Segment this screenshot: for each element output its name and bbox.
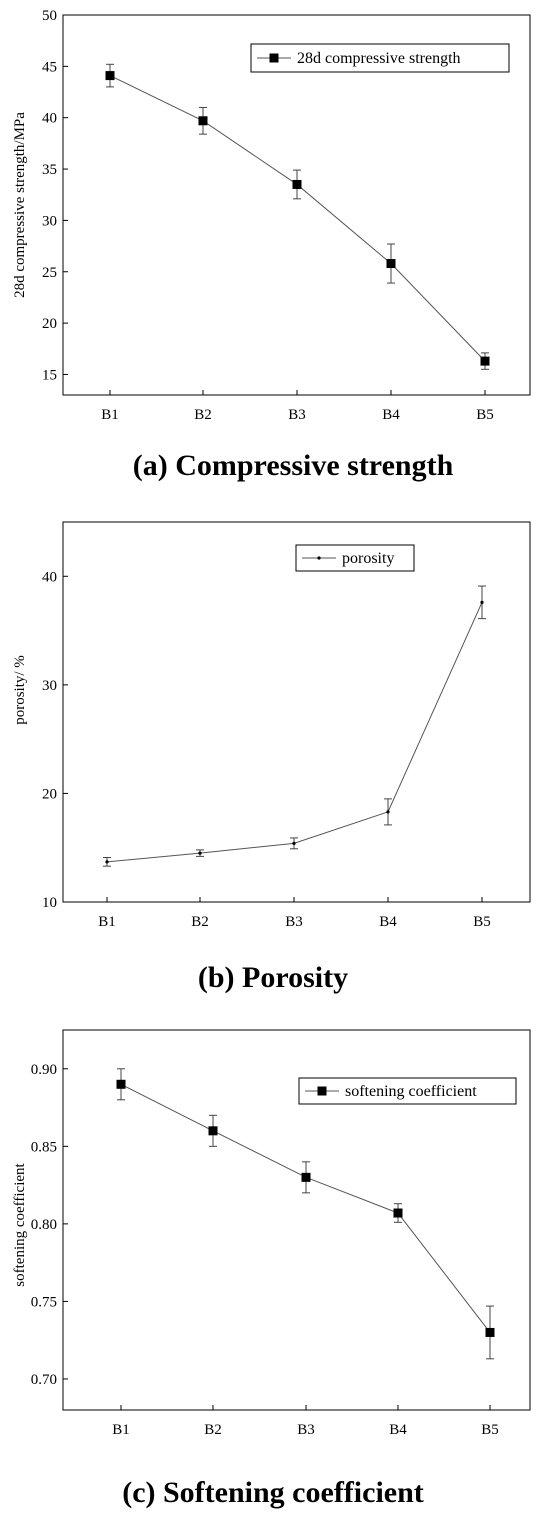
x-tick-label: B3 — [285, 914, 303, 930]
chart-1: 15 20 25 30 35 40 45 50 B1 B2 B3 B4 B5 28d compressiv… — [12, 8, 531, 482]
series-line — [106, 602, 483, 863]
x-tick-label: B3 — [297, 1422, 315, 1438]
y-tick-label: 0.85 — [31, 1139, 57, 1155]
data-point — [105, 71, 115, 81]
chart-2: 10 20 30 40 B1 B2 B3 B4 B5 porosity/ % porosity (b)… — [12, 521, 531, 994]
x-tick-label: B5 — [473, 914, 491, 930]
x-tick-label: B3 — [288, 407, 306, 423]
y-axis-label: softening coefficient — [12, 1162, 28, 1286]
legend-marker — [317, 1086, 327, 1096]
series-line — [109, 75, 486, 362]
x-tick-label: B5 — [476, 407, 494, 423]
y-tick-label: 50 — [42, 8, 57, 24]
x-tick-label: B4 — [382, 407, 400, 423]
legend-marker — [269, 53, 279, 63]
y-tick-label: 30 — [42, 213, 57, 229]
data-point — [386, 810, 390, 814]
legend-label: 28d compressive strength — [297, 50, 461, 67]
data-point — [116, 1079, 126, 1089]
data-point — [198, 116, 208, 126]
y-tick-label: 10 — [42, 895, 57, 911]
data-point — [485, 1327, 495, 1337]
x-tick-label: B5 — [481, 1422, 499, 1438]
y-tick-label: 20 — [42, 786, 57, 802]
data-point — [292, 179, 302, 189]
y-tick-label: 0.75 — [31, 1294, 57, 1310]
x-tick-label: B2 — [194, 407, 212, 423]
y-tick-label: 35 — [42, 162, 57, 178]
plot-frame — [62, 521, 531, 903]
y-tick-label: 45 — [42, 59, 57, 75]
x-tick-label: B2 — [191, 914, 209, 930]
data-point — [301, 1172, 311, 1182]
data-point — [105, 860, 109, 864]
data-point — [480, 600, 484, 604]
data-point — [198, 851, 202, 855]
chart-caption: (a) Compressive strength — [133, 449, 454, 482]
chart-caption: (b) Porosity — [198, 961, 348, 994]
legend-label: softening coefficient — [345, 1083, 477, 1100]
legend-label: porosity — [342, 550, 394, 567]
y-tick-label: 40 — [42, 111, 57, 127]
x-tick-label: B2 — [204, 1422, 222, 1438]
y-tick-label: 30 — [42, 678, 57, 694]
data-point — [480, 356, 490, 366]
y-axis-label: porosity/ % — [12, 655, 28, 725]
data-point — [292, 841, 296, 845]
legend-box — [250, 43, 510, 73]
x-tick-label: B1 — [112, 1422, 130, 1438]
x-tick-label: B4 — [379, 914, 397, 930]
plot-frame — [62, 1029, 531, 1411]
x-tick-label: B1 — [98, 914, 116, 930]
series-line — [120, 1083, 491, 1333]
y-tick-label: 20 — [42, 316, 57, 332]
y-tick-label: 0.70 — [31, 1372, 57, 1388]
data-point — [393, 1208, 403, 1218]
y-axis-label: 28d compressive strength/MPa — [12, 112, 28, 298]
legend-marker — [317, 556, 321, 560]
y-tick-label: 15 — [42, 367, 57, 383]
y-tick-label: 0.80 — [31, 1217, 57, 1233]
chart-caption: (c) Softening coefficient — [122, 1476, 424, 1509]
y-tick-label: 25 — [42, 265, 57, 281]
data-point — [208, 1126, 218, 1136]
x-tick-label: B1 — [101, 407, 119, 423]
y-tick-label: 0.90 — [31, 1062, 57, 1078]
data-point — [386, 259, 396, 269]
x-tick-label: B4 — [389, 1422, 407, 1438]
chart-3: 0.70 0.75 0.80 0.85 0.90 B1 B2 B3 B4 B5 softening … — [12, 1029, 531, 1509]
y-tick-label: 40 — [42, 569, 57, 585]
